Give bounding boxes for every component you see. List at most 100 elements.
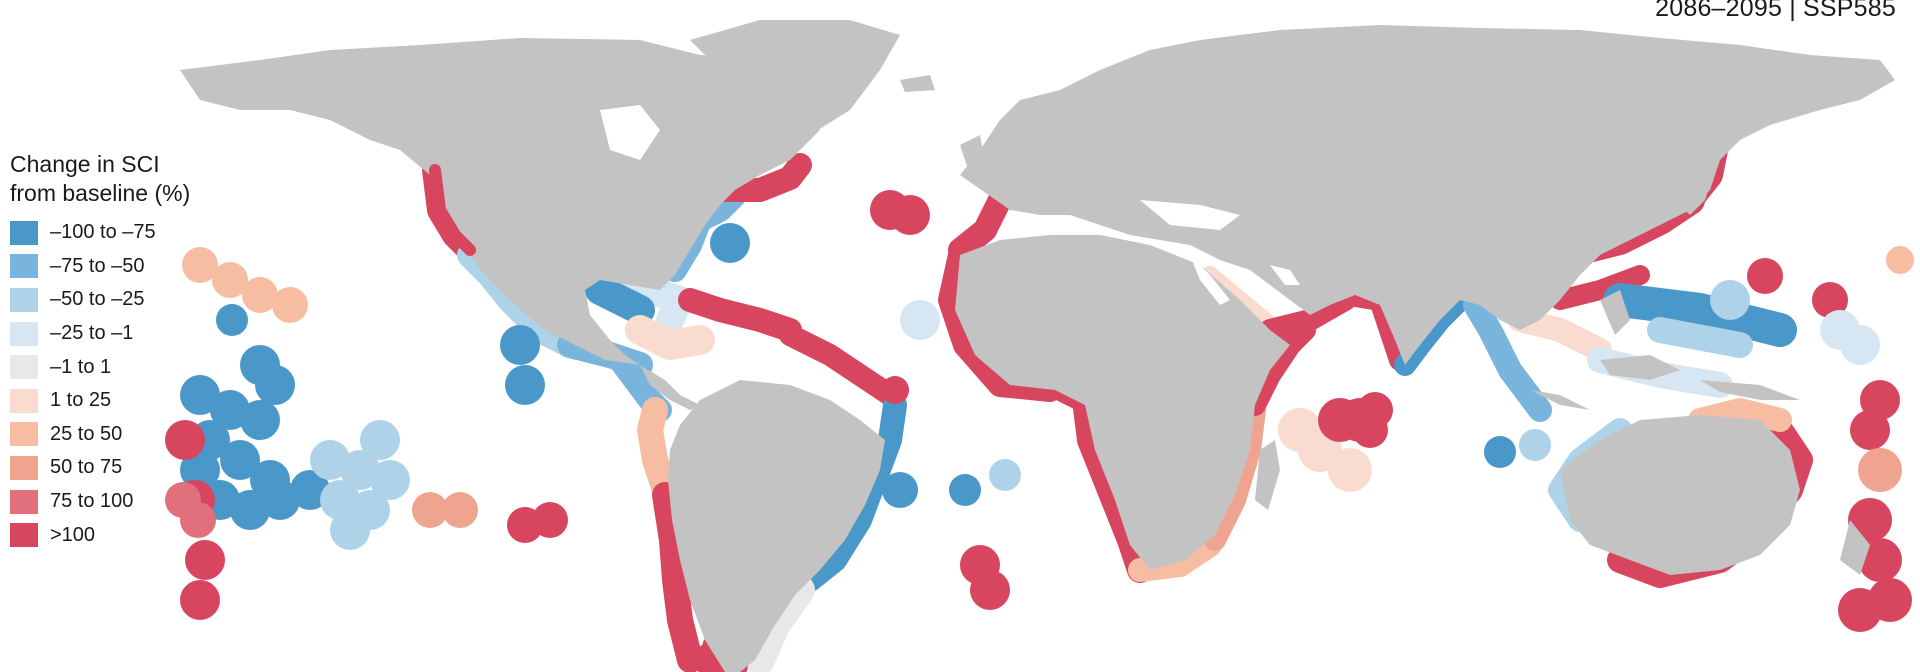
island-blob <box>1519 429 1551 461</box>
island-blob <box>180 450 220 490</box>
red-sea <box>1190 255 1230 305</box>
legend-swatch <box>10 523 38 548</box>
legend-item: –100 to –75 <box>10 216 240 250</box>
island-blob <box>1710 280 1750 320</box>
island-blob <box>442 492 478 528</box>
land-mass <box>1700 380 1800 400</box>
legend: Change in SCI from baseline (%) –100 to … <box>10 150 240 552</box>
legend-label: –1 to 1 <box>50 355 112 378</box>
land-mass <box>960 135 985 175</box>
coastal-band <box>798 393 907 592</box>
island-blob <box>330 510 370 550</box>
land-mass <box>955 235 1290 570</box>
island-blob <box>1848 498 1892 542</box>
legend-title-line2: from baseline (%) <box>10 180 191 206</box>
coastal-band <box>1508 308 1612 362</box>
land-mass <box>690 20 900 135</box>
coastal-band <box>678 288 802 342</box>
island-blob <box>272 287 308 323</box>
island-blob <box>989 459 1021 491</box>
land-mass <box>1600 355 1680 380</box>
island-blob <box>710 223 750 263</box>
island-blob <box>500 325 540 365</box>
island-blob <box>1858 448 1902 492</box>
legend-swatch <box>10 220 38 245</box>
coastal-band <box>1463 293 1552 422</box>
island-blob <box>1858 538 1902 582</box>
period-scenario-label: 2086–2095 | SSP585 <box>1655 0 1896 22</box>
coastal-band <box>652 482 703 672</box>
island-blob <box>165 420 205 460</box>
island-blob <box>1484 436 1516 468</box>
coastal-band <box>708 153 812 202</box>
legend-title: Change in SCI from baseline (%) <box>10 150 240 208</box>
coastal-band <box>585 275 655 325</box>
island-blob <box>255 365 295 405</box>
mediterranean-sea <box>1140 200 1240 230</box>
coastal-band <box>948 188 1012 262</box>
legend-label: >100 <box>50 523 96 546</box>
legend-swatch <box>10 489 38 514</box>
island-blob <box>1850 410 1890 450</box>
land-mass <box>1560 415 1800 575</box>
legend-item: 25 to 50 <box>10 418 240 452</box>
legend-label: 1 to 25 <box>50 389 112 412</box>
island-blob <box>212 262 248 298</box>
legend-swatch <box>10 321 38 346</box>
coastal-band <box>625 315 715 360</box>
legend-swatch <box>10 355 38 380</box>
island-blob <box>242 277 278 313</box>
legend-item: 1 to 25 <box>10 384 240 418</box>
island-blob <box>1328 448 1372 492</box>
legend-item: 50 to 75 <box>10 451 240 485</box>
legend-swatch <box>10 455 38 480</box>
island-blob <box>1352 412 1388 448</box>
island-blob <box>216 304 248 336</box>
island-blob <box>370 460 410 500</box>
coastal-band <box>1259 289 1356 341</box>
legend-swatch <box>10 388 38 413</box>
land-mass <box>1680 150 1715 215</box>
legend-label: 50 to 75 <box>50 456 123 479</box>
legend-item: –75 to –50 <box>10 250 240 284</box>
island-blob <box>900 300 940 340</box>
island-blob <box>180 502 216 538</box>
island-blob <box>505 365 545 405</box>
island-blob <box>532 502 568 538</box>
coastal-band <box>1550 265 1650 310</box>
island-blob <box>882 472 918 508</box>
coastal-band <box>1204 399 1266 551</box>
legend-swatch <box>10 287 38 312</box>
island-blob <box>180 580 220 620</box>
land-mass <box>180 38 820 365</box>
land-mass <box>960 25 1895 365</box>
coastal-overlay-layer <box>429 105 1300 305</box>
legend-label: 25 to 50 <box>50 422 123 445</box>
land-mass <box>640 365 700 410</box>
land-mass <box>668 380 885 672</box>
legend-label: –50 to –25 <box>50 288 145 311</box>
legend-label: –100 to –75 <box>50 221 156 244</box>
legend-swatch <box>10 422 38 447</box>
coastal-band <box>637 397 678 503</box>
land-mass <box>900 75 935 92</box>
legend-item: –50 to –25 <box>10 283 240 317</box>
coastal-edge <box>429 164 476 256</box>
island-blob <box>182 247 218 283</box>
island-blob <box>1747 258 1783 294</box>
persian-gulf <box>1270 265 1300 285</box>
legend-item: >100 <box>10 518 240 552</box>
island-blob <box>881 376 909 404</box>
legend-label: 75 to 100 <box>50 490 134 513</box>
land-mass <box>1840 520 1870 575</box>
land-mass <box>1255 440 1280 510</box>
legend-swatch <box>10 254 38 279</box>
island-blob <box>1838 588 1882 632</box>
island-blob <box>360 420 400 460</box>
legend-item: –1 to 1 <box>10 350 240 384</box>
coastal-band <box>1244 319 1316 416</box>
island-blob <box>1812 282 1848 318</box>
legend-items: –100 to –75 –75 to –50 –50 to –25 –25 to –1… <box>10 216 240 552</box>
